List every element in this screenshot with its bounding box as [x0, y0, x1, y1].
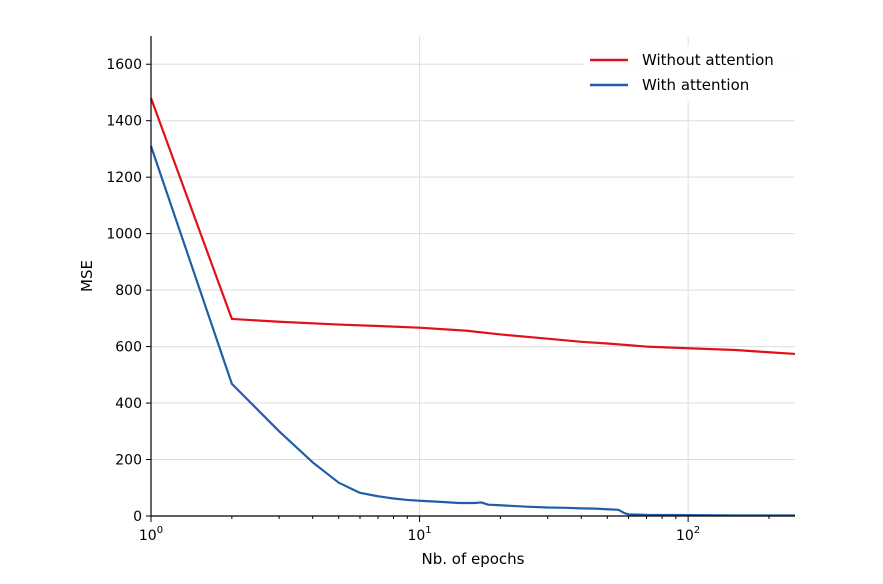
axes — [150, 36, 795, 517]
legend-label: With attention — [642, 76, 749, 94]
y-tick-label: 600 — [115, 340, 142, 356]
x-tick-label: 101 — [407, 525, 431, 544]
series-line-with-attention — [149, 145, 795, 517]
grid — [151, 36, 795, 516]
y-tick-label: 1600 — [106, 57, 142, 73]
series-lines — [149, 97, 796, 517]
x-tick-label: 100 — [139, 525, 163, 544]
legend: Without attention With attention — [584, 46, 794, 102]
y-tick-label: 800 — [115, 283, 142, 299]
y-tick-label: 1200 — [106, 170, 142, 186]
y-tick-label: 400 — [115, 396, 142, 412]
x-axis-label: Nb. of epochs — [421, 550, 524, 568]
y-tick-label: 1400 — [106, 114, 142, 130]
legend-box — [584, 46, 794, 102]
x-tick-label: 102 — [676, 525, 700, 544]
y-tick-label: 200 — [115, 453, 142, 469]
series-line-without-attention — [149, 97, 796, 356]
y-tick-label: 1000 — [106, 227, 142, 243]
legend-label: Without attention — [642, 51, 774, 69]
y-tick-label: 0 — [133, 509, 142, 525]
y-axis-ticks: 0 200 400 600 800 1000 1200 1400 1600 — [106, 57, 151, 525]
y-axis-label: MSE — [78, 260, 96, 292]
x-axis-ticks: 100 101 102 — [139, 516, 770, 544]
